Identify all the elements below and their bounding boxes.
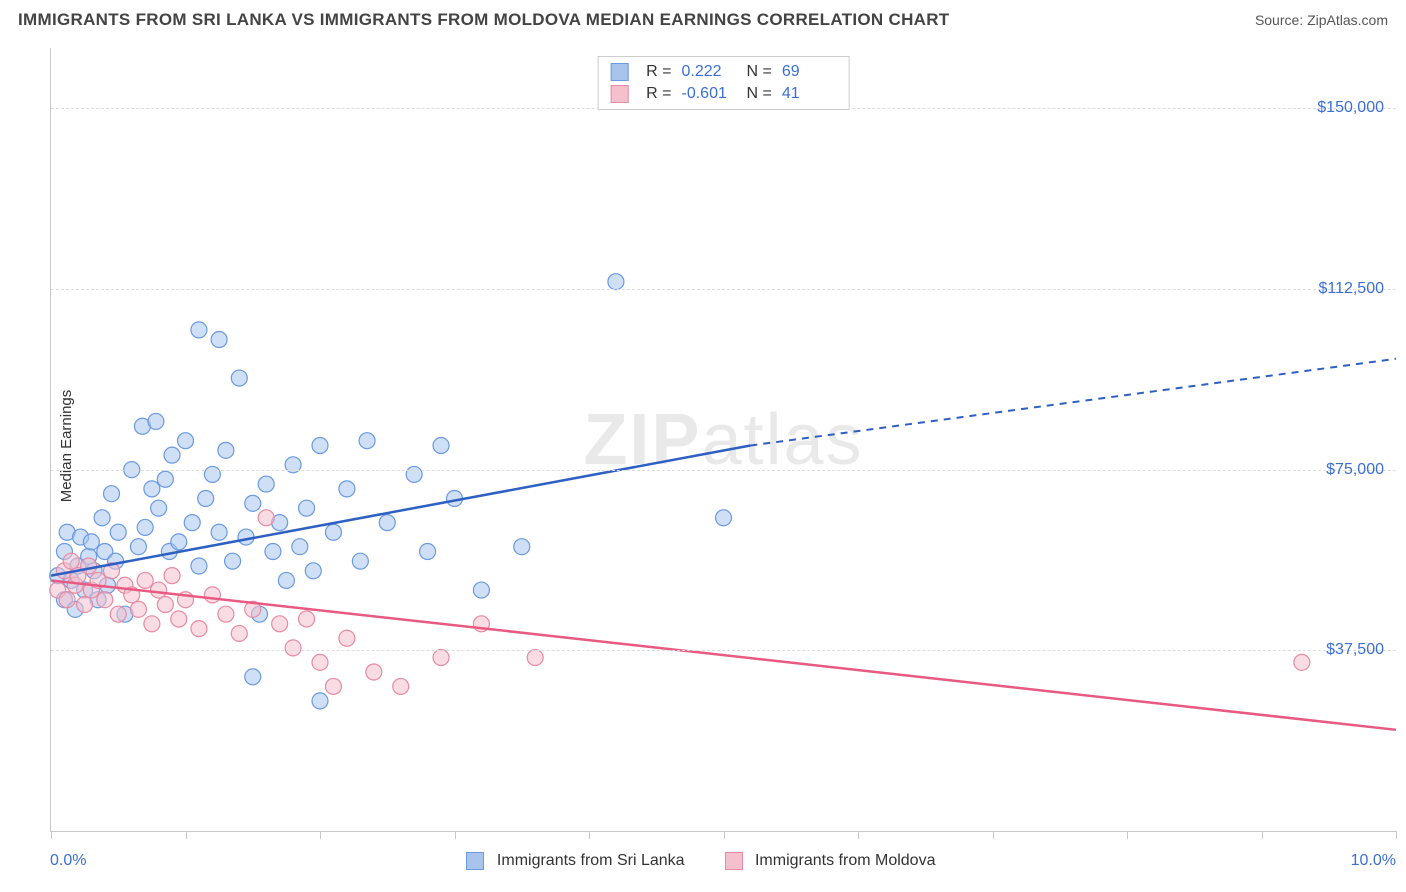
swatch-series-2 bbox=[610, 85, 628, 103]
legend-item-2: Immigrants from Moldova bbox=[725, 852, 936, 870]
n-label-2: N = bbox=[747, 85, 772, 103]
legend-swatch-2 bbox=[725, 852, 743, 870]
r-label-1: R = bbox=[646, 63, 671, 81]
scatter-svg bbox=[51, 48, 1396, 831]
legend-swatch-1 bbox=[466, 852, 484, 870]
legend-label-1: Immigrants from Sri Lanka bbox=[497, 852, 685, 869]
correlation-legend: R = 0.222 N = 69 R = -0.601 N = 41 bbox=[597, 56, 850, 110]
x-max-label: 10.0% bbox=[1351, 852, 1396, 870]
y-tick-label: $75,000 bbox=[1326, 461, 1384, 479]
chart-header: IMMIGRANTS FROM SRI LANKA VS IMMIGRANTS … bbox=[0, 0, 1406, 36]
correlation-row-1: R = 0.222 N = 69 bbox=[610, 61, 837, 83]
y-tick-label: $37,500 bbox=[1326, 641, 1384, 659]
y-tick-label: $150,000 bbox=[1317, 99, 1384, 117]
legend-label-2: Immigrants from Moldova bbox=[755, 852, 936, 869]
r-value-2: -0.601 bbox=[682, 85, 737, 103]
swatch-series-1 bbox=[610, 63, 628, 81]
r-label-2: R = bbox=[646, 85, 671, 103]
legend-item-1: Immigrants from Sri Lanka bbox=[466, 852, 684, 870]
n-value-1: 69 bbox=[782, 63, 837, 81]
y-tick-label: $112,500 bbox=[1318, 280, 1384, 298]
chart-title: IMMIGRANTS FROM SRI LANKA VS IMMIGRANTS … bbox=[18, 10, 949, 30]
series-legend: Immigrants from Sri Lanka Immigrants fro… bbox=[466, 852, 935, 870]
x-axis-labels: 0.0% Immigrants from Sri Lanka Immigrant… bbox=[50, 846, 1396, 876]
n-label-1: N = bbox=[747, 63, 772, 81]
chart-source: Source: ZipAtlas.com bbox=[1255, 12, 1388, 28]
correlation-row-2: R = -0.601 N = 41 bbox=[610, 83, 837, 105]
n-value-2: 41 bbox=[782, 85, 837, 103]
x-min-label: 0.0% bbox=[50, 852, 86, 870]
chart-plot-area: ZIPatlas R = 0.222 N = 69 R = -0.601 N =… bbox=[50, 48, 1396, 832]
r-value-1: 0.222 bbox=[682, 63, 737, 81]
